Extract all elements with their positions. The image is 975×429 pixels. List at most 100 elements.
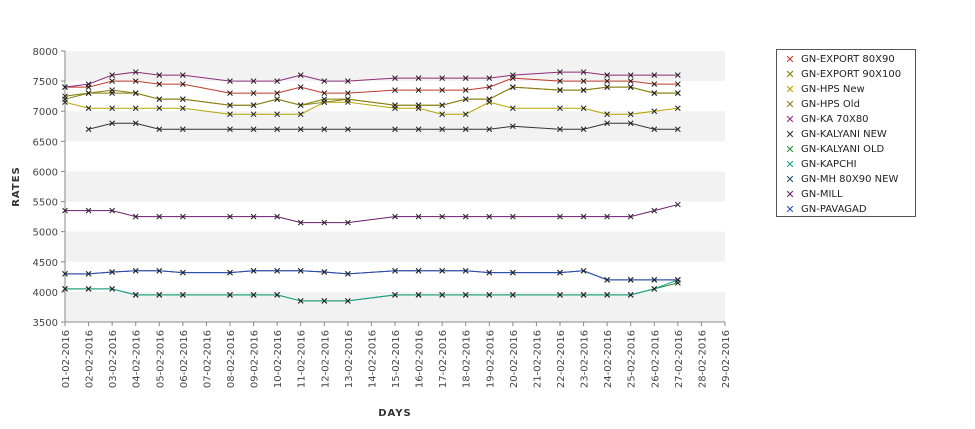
data-point: [557, 69, 563, 75]
grid-bands: [65, 51, 725, 322]
legend-label: GN-EXPORT 80X90: [801, 54, 895, 65]
data-point: [651, 276, 658, 283]
data-point: [604, 276, 610, 283]
data-point: [321, 126, 328, 133]
data-point: [227, 269, 233, 276]
data-point: [62, 96, 68, 103]
data-point: [85, 90, 92, 97]
data-point: [85, 81, 92, 87]
data-point: [651, 126, 658, 133]
series-line: [64, 86, 678, 106]
data-point: [627, 120, 634, 127]
data-point: [250, 213, 257, 220]
data-point: [180, 72, 186, 78]
data-point: [486, 269, 493, 276]
legend-marker-icon: ✕: [785, 83, 795, 96]
data-point: [274, 96, 280, 103]
data-point: [274, 111, 280, 118]
data-point: [675, 81, 681, 87]
data-point: [274, 267, 280, 274]
data-point: [510, 269, 516, 276]
data-point: [132, 120, 139, 127]
x-tick-label: 24-02-2016: [603, 330, 614, 388]
data-point: [109, 87, 115, 93]
data-point: [415, 87, 422, 93]
data-point: [675, 276, 681, 283]
series-gn-kalyani-new: [85, 120, 681, 133]
data-point: [156, 81, 163, 87]
data-point: [462, 75, 469, 81]
data-point: [297, 219, 304, 226]
legend-item: ✕ GN-HPS Old: [783, 97, 915, 112]
legend-label: GN-HPS New: [801, 84, 865, 95]
data-point: [321, 99, 328, 106]
data-point: [109, 207, 115, 214]
data-point: [675, 201, 681, 208]
data-point: [85, 207, 92, 214]
data-point: [675, 72, 681, 78]
x-tick-label: 17-02-2016: [438, 330, 449, 388]
legend-marker-icon: ✕: [785, 113, 795, 126]
data-point: [675, 105, 681, 112]
x-tick-label: 10-02-2016: [273, 330, 284, 388]
data-point: [321, 90, 328, 97]
data-point: [85, 105, 92, 112]
y-tick-label: 5500: [33, 198, 58, 209]
series-line: [64, 101, 678, 115]
data-point: [557, 87, 563, 93]
data-point: [156, 96, 163, 103]
data-point: [580, 105, 587, 112]
legend-label: GN-PAVAGAD: [801, 204, 867, 215]
series-gn-hps-new: [62, 99, 681, 118]
legend-item: ✕ GN-EXPORT 80X90: [783, 52, 915, 67]
data-point: [580, 292, 587, 298]
y-tick-label: 8000: [33, 47, 58, 58]
x-tick-label: 02-02-2016: [85, 330, 96, 388]
legend-item: ✕ GN-HPS New: [783, 82, 915, 97]
x-tick-label: 20-02-2016: [509, 330, 520, 388]
data-point: [109, 269, 115, 275]
data-point: [557, 105, 563, 112]
data-point: [510, 213, 516, 220]
series-line: [65, 270, 678, 281]
data-point: [462, 126, 469, 133]
grid-band: [65, 111, 725, 142]
data-point: [651, 108, 658, 115]
data-point: [62, 84, 68, 90]
data-point: [439, 126, 445, 133]
y-tick-label: 7500: [33, 77, 58, 88]
data-point: [415, 267, 422, 274]
data-point: [439, 87, 445, 93]
data-point: [321, 78, 328, 84]
data-point: [180, 213, 186, 220]
data-point: [274, 90, 280, 97]
data-point: [580, 87, 587, 93]
data-point: [132, 213, 139, 220]
data-point: [486, 75, 493, 81]
series-gn-export-90x100: [62, 84, 681, 109]
x-tick-label: 21-02-2016: [532, 330, 543, 388]
data-point: [345, 96, 351, 103]
series-gn-mill: [62, 201, 681, 226]
data-point: [627, 72, 634, 78]
x-tick-label: 29-02-2016: [721, 330, 732, 388]
data-point: [227, 213, 233, 220]
y-tick-label: 5000: [33, 228, 58, 239]
data-point: [250, 90, 257, 97]
x-tick-label: 13-02-2016: [344, 330, 355, 388]
x-tick-label: 27-02-2016: [674, 330, 685, 388]
data-point: [345, 78, 351, 84]
x-axis-title: DAYS: [378, 408, 412, 419]
data-point: [132, 78, 139, 84]
legend-label: GN-MILL: [801, 189, 843, 200]
legend-item: ✕ GN-KAPCHI: [783, 157, 915, 172]
legend-marker-icon: ✕: [785, 128, 795, 141]
data-point: [62, 286, 68, 292]
data-point: [392, 87, 398, 93]
data-point: [604, 72, 610, 78]
x-tick-label: 12-02-2016: [320, 330, 331, 388]
legend-marker-icon: ✕: [785, 143, 795, 156]
x-tick-label: 03-02-2016: [108, 330, 119, 388]
data-point: [297, 84, 304, 90]
data-point: [132, 69, 139, 75]
